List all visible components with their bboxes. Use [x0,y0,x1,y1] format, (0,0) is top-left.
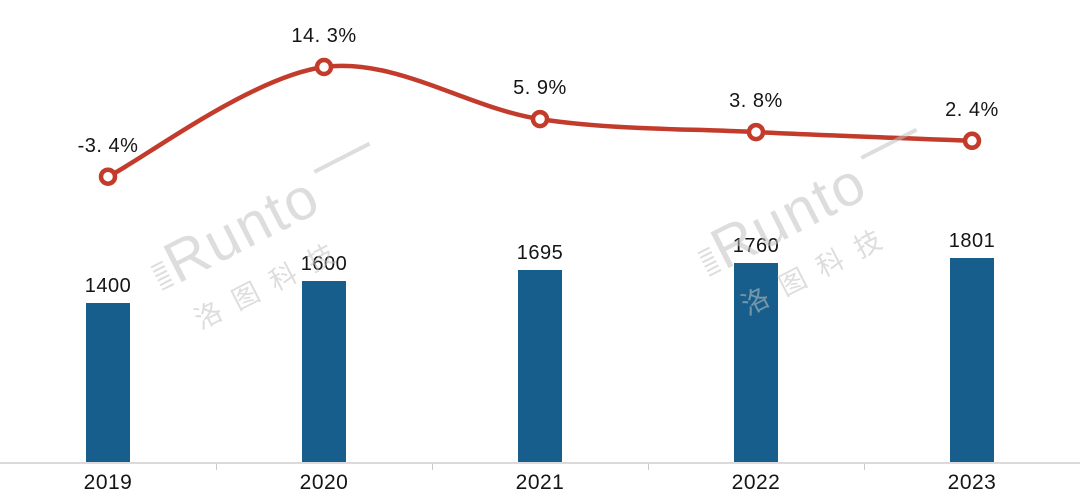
line-marker-2020 [314,57,334,77]
line-value-label-2019: -3. 4% [77,134,139,157]
x-label-2019: 2019 [83,471,133,494]
bar-value-label-2020: 1600 [300,253,348,275]
x-label-2020: 2020 [299,471,349,494]
bar-2019 [86,303,130,462]
bar-2022 [734,263,778,462]
line-value-label-2023: 2. 4% [945,98,999,121]
x-label-2021: 2021 [515,471,565,494]
x-axis-tick [216,464,217,470]
x-label-2023: 2023 [947,471,997,494]
x-axis-tick [864,464,865,470]
bar-2023 [950,258,994,462]
bar-value-label-2021: 1695 [516,242,564,264]
bar-2020 [302,281,346,462]
line-marker-2021 [530,109,550,129]
line-value-label-2020: 14. 3% [291,25,357,47]
bar-2021 [518,270,562,462]
bar-value-label-2022: 1760 [732,235,780,257]
bar-value-label-2019: 1400 [84,275,132,297]
line-marker-2022 [746,122,766,142]
x-axis-tick [432,464,433,470]
line-marker-2019 [98,167,118,186]
line-value-label-2022: 3. 8% [729,90,783,113]
x-axis-tick [648,464,649,470]
x-label-2022: 2022 [731,471,781,494]
bar-value-label-2023: 1801 [948,230,996,252]
line-marker-2023 [962,131,982,151]
x-axis-baseline [0,462,1080,464]
line-value-label-2021: 5. 9% [513,77,567,100]
